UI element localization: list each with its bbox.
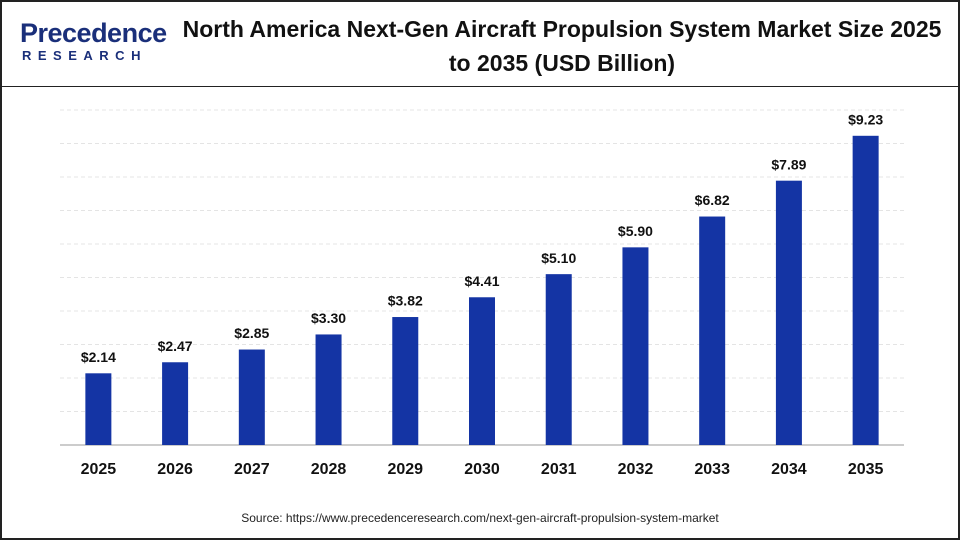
x-tick-label: 2031 xyxy=(541,461,577,478)
bar xyxy=(699,216,726,445)
x-tick-label: 2032 xyxy=(618,461,654,478)
value-label: $3.30 xyxy=(311,310,346,326)
value-label: $2.85 xyxy=(234,325,269,341)
x-tick-label: 2034 xyxy=(771,461,807,478)
bar xyxy=(315,334,342,445)
logo-name: Precedence xyxy=(20,18,167,48)
x-tick-label: 2030 xyxy=(464,461,500,478)
x-tick-label: 2035 xyxy=(848,461,884,478)
bar xyxy=(622,247,649,445)
value-label: $5.10 xyxy=(541,250,576,266)
value-label: $6.82 xyxy=(695,192,730,208)
bar xyxy=(775,180,802,445)
value-label: $7.89 xyxy=(771,156,806,172)
bar xyxy=(545,274,572,445)
value-label: $2.14 xyxy=(81,349,116,365)
value-label: $9.23 xyxy=(848,111,883,127)
bar xyxy=(852,135,879,446)
header-separator xyxy=(2,86,958,87)
x-tick-label: 2029 xyxy=(387,461,423,478)
source: Source: https://www.precedenceresearch.c… xyxy=(241,511,719,525)
x-tick-label: 2033 xyxy=(694,461,730,478)
bar xyxy=(238,349,265,445)
value-label: $3.82 xyxy=(388,293,423,309)
x-tick-label: 2026 xyxy=(157,461,193,478)
x-tick-label: 2025 xyxy=(81,461,117,478)
x-tick-label: 2027 xyxy=(234,461,270,478)
value-label: $5.90 xyxy=(618,223,653,239)
bar xyxy=(392,317,419,445)
bar xyxy=(469,297,495,445)
logo-tagline: RESEARCH xyxy=(22,48,147,63)
x-tick-label: 2028 xyxy=(311,461,347,478)
value-label: $4.41 xyxy=(464,273,499,289)
chart-title: North America Next-Gen Aircraft Propulsi… xyxy=(182,16,942,76)
value-label: $2.47 xyxy=(158,338,193,354)
bar xyxy=(162,362,189,445)
bar xyxy=(85,373,112,445)
